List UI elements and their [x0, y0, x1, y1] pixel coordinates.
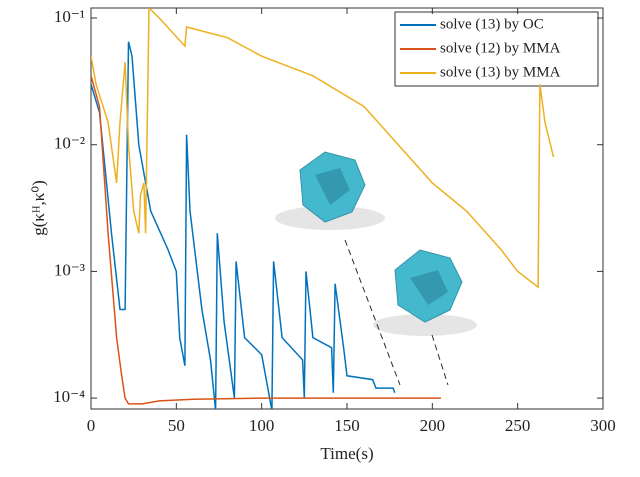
- y-axis-label: g(κᴴ,κ⁰): [29, 180, 48, 236]
- x-axis-label: Time(s): [320, 444, 373, 463]
- series-line: [91, 8, 555, 289]
- legend-label: solve (12) by MMA: [440, 40, 561, 56]
- x-tick-label: 300: [590, 416, 616, 435]
- legend-label: solve (13) by MMA: [440, 64, 561, 80]
- series-line: [91, 41, 396, 409]
- y-tick-label: 10⁻³: [54, 260, 85, 279]
- inset-images: [275, 151, 477, 386]
- x-tick-label: 200: [420, 416, 446, 435]
- x-tick-label: 0: [87, 416, 96, 435]
- y-tick-label: 10⁻⁴: [53, 387, 85, 406]
- x-tick-label: 100: [249, 416, 275, 435]
- x-tick-label: 250: [505, 416, 531, 435]
- legend-label: solve (13) by OC: [440, 16, 544, 32]
- x-tick-label: 50: [168, 416, 185, 435]
- series-line: [91, 75, 441, 405]
- y-tick-label: 10⁻¹: [54, 7, 85, 26]
- y-tick-label: 10⁻²: [54, 134, 85, 153]
- legend: solve (13) by OC solve (12) by MMA solve (…: [394, 11, 599, 87]
- x-tick-label: 150: [334, 416, 360, 435]
